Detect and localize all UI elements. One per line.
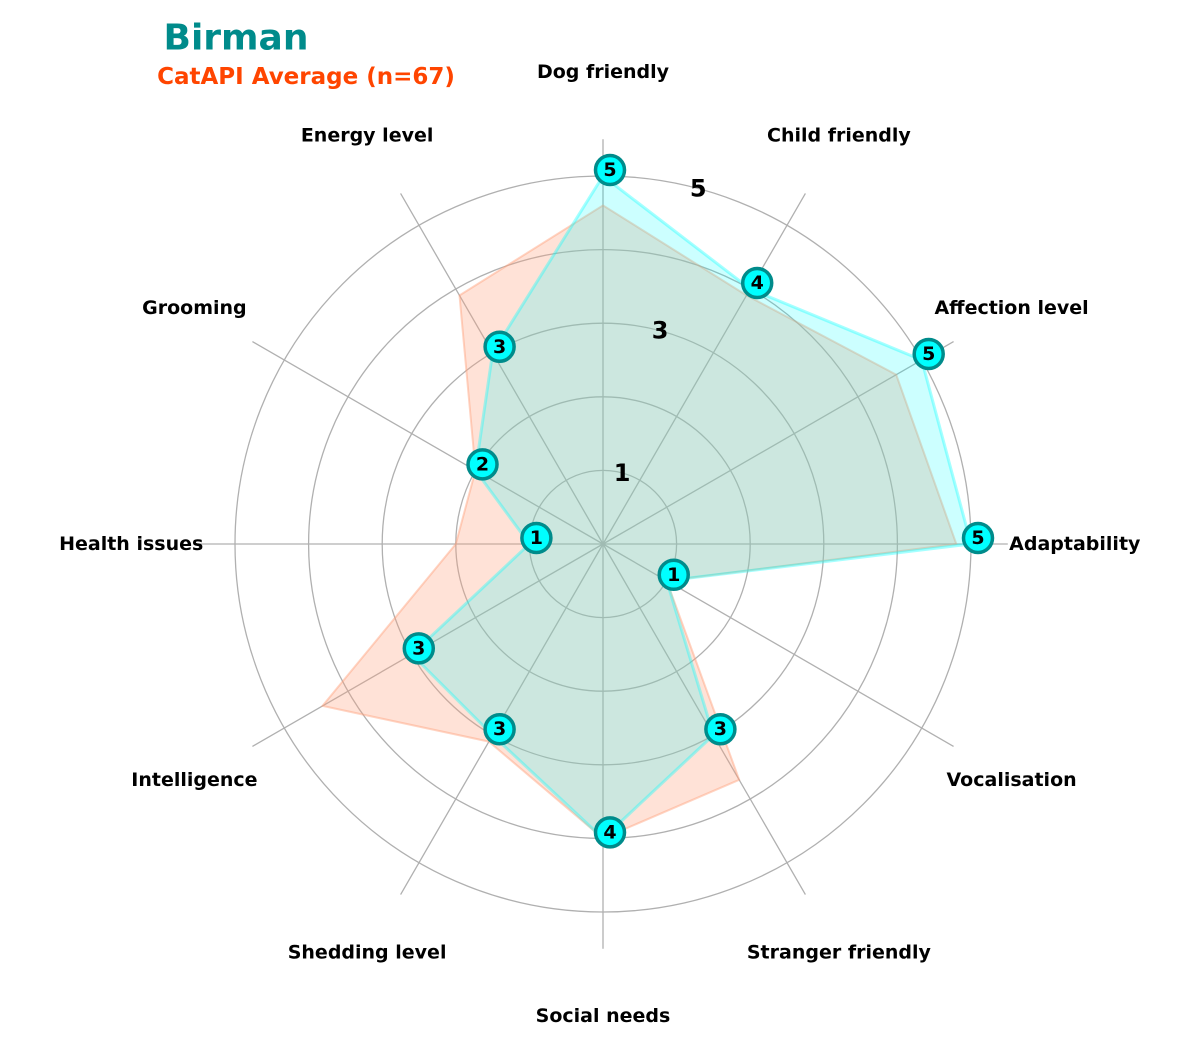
data-point-intelligence (402, 632, 436, 665)
axis-label-adaptability: Adaptability (1009, 533, 1141, 555)
axis-label-social-needs: Social needs (536, 1005, 671, 1027)
data-point-child-friendly (740, 266, 774, 300)
radar-labels: Adaptability Affection level Child friendl… (59, 61, 1141, 1027)
data-point-social-needs (593, 816, 627, 849)
value-label-grooming: 2 (476, 453, 489, 475)
value-label-shedding-level: 3 (493, 718, 506, 740)
data-point-affection-level (912, 337, 945, 371)
data-point-adaptability (961, 521, 995, 555)
axis-label-health-issues: Health issues (59, 533, 203, 555)
axis-label-child-friendly: Child friendly (767, 124, 911, 146)
data-point-health-issues (520, 521, 553, 555)
chart-subtitle: CatAPI Average (n=67) (157, 64, 455, 90)
radial-tick-label: 3 (652, 317, 669, 345)
data-point-grooming (466, 448, 499, 481)
value-label-child-friendly: 4 (751, 272, 764, 294)
axis-label-shedding-level: Shedding level (288, 942, 447, 964)
axis-label-vocalisation: Vocalisation (947, 769, 1077, 791)
value-label-affection-level: 5 (922, 343, 935, 365)
axis-label-energy-level: Energy level (301, 124, 434, 146)
radial-tick-label: 1 (614, 459, 631, 487)
axis-label-stranger-friendly: Stranger friendly (747, 942, 932, 964)
series-average-area (320, 204, 958, 840)
grid-spoke (602, 193, 806, 545)
radial-tick-label: 5 (690, 175, 707, 203)
value-label-vocalisation: 1 (667, 564, 680, 586)
grid-spoke (252, 341, 604, 545)
value-label-energy-level: 3 (493, 336, 506, 358)
axis-label-intelligence: Intelligence (131, 769, 257, 791)
axis-label-dog-friendly: Dog friendly (537, 61, 670, 83)
data-point-stranger-friendly (704, 712, 737, 746)
chart-title: Birman (163, 17, 309, 59)
grid-spoke (602, 543, 806, 895)
data-point-energy-level (483, 330, 516, 364)
value-label-adaptability: 5 (971, 527, 984, 549)
grid-spoke (400, 193, 604, 545)
value-label-stranger-friendly: 3 (714, 718, 727, 740)
data-point-shedding-level (483, 712, 516, 746)
value-label-health-issues: 1 (530, 527, 543, 549)
data-point-vocalisation (657, 558, 690, 592)
value-label-dog-friendly: 5 (603, 159, 616, 181)
radar-series (320, 153, 995, 849)
axis-label-grooming: Grooming (142, 297, 247, 319)
axis-label-affection-level: Affection level (934, 297, 1088, 319)
value-label-intelligence: 3 (412, 637, 425, 659)
grid-spoke (602, 341, 954, 545)
value-label-social-needs: 4 (603, 821, 616, 843)
data-point-dog-friendly (593, 153, 627, 187)
